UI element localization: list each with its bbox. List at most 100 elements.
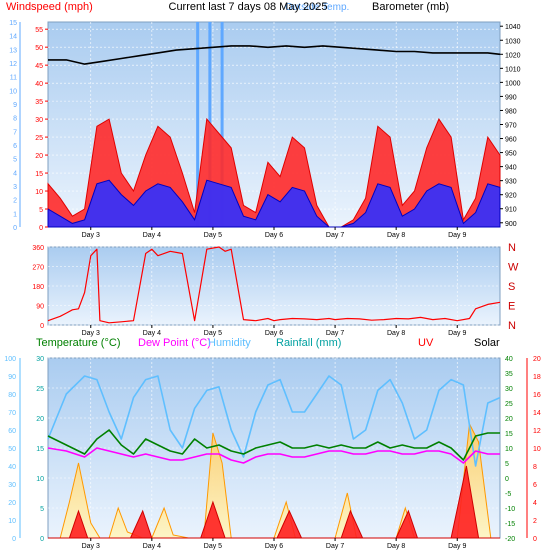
temperature-tick-label: 30: [505, 386, 513, 393]
mph-tick-label: 50: [35, 45, 43, 52]
direction-x-tick-label: Day 7: [326, 330, 344, 337]
mb-tick-label: 1000: [505, 80, 521, 87]
average-wind-area: [47, 179, 501, 228]
solar-legend-label: Solar: [474, 337, 500, 349]
kts-tick-label: 15: [9, 20, 17, 27]
humidity-tick-label: 70: [8, 410, 16, 417]
compass-label: N: [508, 320, 516, 332]
humidity-tick-label: 40: [8, 464, 16, 471]
rainfall-tick-label: 0: [40, 536, 44, 543]
mph-tick-label: 40: [35, 81, 43, 88]
direction-x-tick-label: Day 6: [265, 330, 283, 337]
temperature-x-tick-label: Day 8: [387, 543, 405, 550]
mph-tick-label: 35: [35, 99, 43, 106]
temperature-x-tick-label: Day 6: [265, 543, 283, 550]
uv-tick-label: 18: [533, 374, 541, 381]
uv-tick-label: 8: [533, 464, 537, 471]
kts-tick-label: 2: [13, 198, 17, 205]
humidity-tick-label: 60: [8, 428, 16, 435]
direction-x-tick-label: Day 9: [448, 330, 466, 337]
mb-tick-label: 900: [505, 221, 517, 228]
temperature-tick-label: 0: [505, 476, 509, 483]
temperature-tick-label: -10: [505, 506, 515, 513]
rainfall-tick-label: 30: [36, 356, 44, 363]
direction-x-tick-label: Day 4: [143, 330, 161, 337]
temperature-tick-label: -20: [505, 536, 515, 543]
humidity-tick-label: 80: [8, 392, 16, 399]
kts-tick-label: 5: [13, 157, 17, 164]
compass-label: S: [508, 281, 515, 293]
dew-point-legend-label: Dew Point (°C): [138, 337, 211, 349]
mph-tick-label: 20: [35, 153, 43, 160]
rainfall-legend-label: Rainfall (mm): [276, 337, 341, 349]
uv-tick-label: 20: [533, 356, 541, 363]
temperature-line: [47, 429, 500, 461]
uv-tick-label: 14: [533, 410, 541, 417]
mb-tick-label: 910: [505, 207, 517, 214]
mph-tick-label: 55: [35, 27, 43, 34]
wind-x-tick-label: Day 7: [326, 232, 344, 239]
temperature-tick-label: 25: [505, 401, 513, 408]
temperature-x-tick-label: Day 7: [326, 543, 344, 550]
mb-tick-label: 940: [505, 165, 517, 172]
kts-tick-label: 10: [9, 88, 17, 95]
degree-tick-label: 90: [36, 304, 44, 311]
uv-tick-label: 4: [533, 500, 537, 507]
direction-x-tick-label: Day 8: [387, 330, 405, 337]
humidity-tick-label: 20: [8, 500, 16, 507]
wind-x-tick-label: Day 8: [387, 232, 405, 239]
uv-tick-label: 10: [533, 446, 541, 453]
temperature-tick-label: 10: [505, 446, 513, 453]
wind-x-tick-label: Day 9: [448, 232, 466, 239]
kts-tick-label: 11: [10, 75, 17, 82]
mb-tick-label: 980: [505, 108, 517, 115]
barometer-legend-label: Barometer (mb): [372, 1, 449, 13]
uv-tick-label: 0: [533, 536, 537, 543]
temperature-tick-label: -5: [505, 491, 511, 498]
kts-tick-label: 14: [9, 34, 17, 41]
wind-x-tick-label: Day 6: [265, 232, 283, 239]
kts-tick-label: 1: [13, 211, 17, 218]
humidity-tick-label: 90: [8, 374, 16, 381]
temperature-tick-label: 40: [505, 356, 513, 363]
kts-tick-label: 13: [9, 47, 17, 54]
mph-tick-label: 25: [35, 135, 43, 142]
wind-x-tick-label: Day 4: [143, 232, 161, 239]
mph-tick-label: 30: [35, 117, 43, 124]
kts-tick-label: 8: [13, 116, 17, 123]
compass-label: N: [508, 242, 516, 254]
mb-tick-label: 930: [505, 179, 517, 186]
humidity-tick-label: 0: [12, 536, 16, 543]
degree-tick-label: 0: [40, 323, 44, 330]
temperature-tick-label: 15: [505, 431, 513, 438]
compass-label: W: [508, 262, 519, 274]
compass-label: E: [508, 301, 515, 313]
mb-tick-label: 920: [505, 193, 517, 200]
mb-tick-label: 1020: [505, 52, 521, 59]
kts-tick-label: 3: [13, 184, 17, 191]
rainfall-tick-label: 5: [40, 506, 44, 513]
dew-point-line: [47, 447, 500, 464]
direction-x-tick-label: Day 3: [82, 330, 100, 337]
mb-tick-label: 960: [505, 137, 517, 144]
kts-tick-label: 9: [13, 102, 17, 109]
degree-tick-label: 180: [32, 284, 44, 291]
kts-tick-label: 12: [9, 61, 17, 68]
uv-tick-label: 2: [533, 518, 537, 525]
humidity-tick-label: 10: [8, 518, 16, 525]
temperature-tick-label: 5: [505, 461, 509, 468]
barometer-line: [48, 45, 501, 65]
kts-tick-label: 6: [13, 143, 17, 150]
mb-tick-label: 1040: [505, 24, 521, 31]
mb-tick-label: 970: [505, 123, 517, 130]
uv-tick-label: 12: [533, 428, 541, 435]
temperature-tick-label: 20: [505, 416, 513, 423]
mb-tick-label: 1030: [505, 38, 521, 45]
mph-tick-label: 10: [35, 189, 43, 196]
uv-area: [48, 465, 500, 539]
humidity-line: [47, 375, 501, 467]
wind-x-tick-label: Day 3: [82, 232, 100, 239]
rainfall-tick-label: 10: [36, 476, 44, 483]
windspeed-legend-label: Windspeed (mph): [6, 1, 93, 13]
